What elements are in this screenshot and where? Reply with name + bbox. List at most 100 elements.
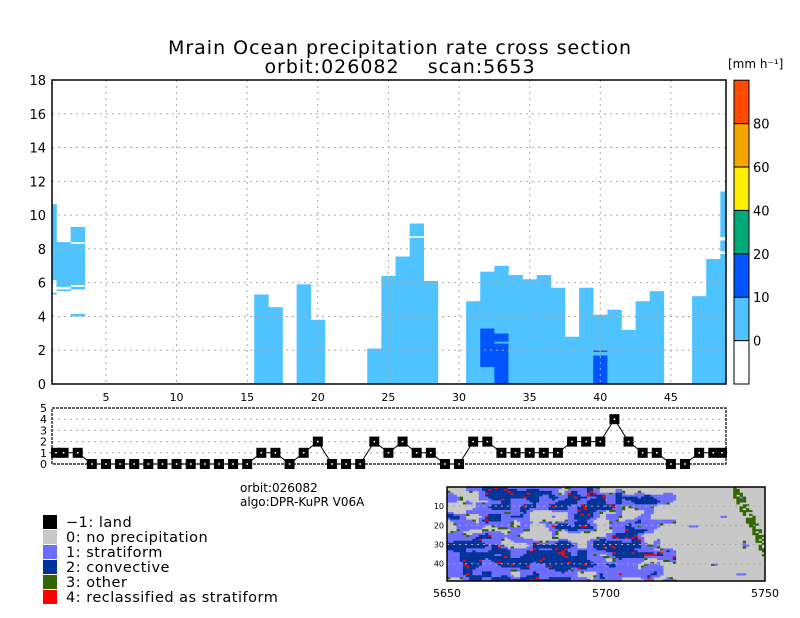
map-cell xyxy=(758,540,763,543)
map-cell xyxy=(507,506,511,509)
map-cell xyxy=(481,496,486,499)
map-cell xyxy=(494,571,499,574)
map-cell xyxy=(551,565,556,568)
map-cell xyxy=(640,504,645,507)
map-cell xyxy=(599,500,604,503)
map-cell xyxy=(466,529,470,532)
map-cell xyxy=(501,496,505,499)
map-cell xyxy=(577,557,581,561)
map-cell xyxy=(475,506,479,509)
map-cell xyxy=(583,515,588,518)
map-cell xyxy=(469,569,473,572)
map-cell xyxy=(485,552,489,555)
map-cell xyxy=(497,569,502,572)
map-cell xyxy=(564,525,569,528)
map-cell xyxy=(481,538,486,541)
map-cell xyxy=(580,552,584,555)
map-cell xyxy=(488,506,492,509)
map-cell xyxy=(472,569,476,572)
map-cell xyxy=(583,517,588,520)
map-cell xyxy=(526,492,530,495)
map-cell xyxy=(590,538,594,541)
map-cell xyxy=(574,531,578,534)
map-cell xyxy=(488,573,492,576)
map-cell xyxy=(615,542,619,545)
map-cell xyxy=(618,567,623,570)
colorbar-unit: [mm h⁻¹] xyxy=(728,57,783,71)
map-cell xyxy=(593,544,597,547)
map-cell xyxy=(663,492,667,495)
map-cell xyxy=(621,561,626,564)
map-cell xyxy=(567,569,572,572)
map-x-tick: 5650 xyxy=(433,587,461,600)
map-cell xyxy=(542,567,546,570)
map-cell xyxy=(462,563,467,566)
map-cell xyxy=(555,488,559,492)
map-cell xyxy=(596,577,600,580)
map-cell xyxy=(494,563,499,566)
bar-segment xyxy=(508,275,523,384)
map-cell xyxy=(567,510,572,513)
map-cell xyxy=(475,544,479,547)
map-cell xyxy=(571,508,575,511)
map-cell xyxy=(602,565,607,568)
map-cell xyxy=(580,506,584,509)
colorbar-bin xyxy=(733,79,750,125)
map-cell xyxy=(501,567,505,570)
map-cell xyxy=(567,508,572,511)
map-cell xyxy=(497,577,502,580)
map-cell xyxy=(516,502,521,505)
map-cell xyxy=(447,536,451,539)
map-cell xyxy=(663,496,667,499)
map-cell xyxy=(580,513,584,516)
map-cell xyxy=(558,525,562,528)
map-cell xyxy=(481,559,486,563)
map-cell xyxy=(491,561,495,564)
map-cell xyxy=(660,569,664,572)
map-cell xyxy=(450,496,454,499)
map-cell xyxy=(491,494,495,497)
map-cell xyxy=(596,567,600,570)
map-cell xyxy=(637,525,642,528)
map-cell xyxy=(650,554,654,557)
map-cell xyxy=(520,492,524,495)
map-cell xyxy=(516,567,521,570)
map-cell xyxy=(637,575,642,578)
map-cell xyxy=(577,490,581,493)
map-cell xyxy=(647,554,651,557)
map-cell xyxy=(609,517,613,520)
map-cell xyxy=(450,492,454,495)
map-cell xyxy=(660,556,664,559)
map-cell xyxy=(640,548,645,551)
map-cell xyxy=(625,542,629,545)
map-cell xyxy=(510,519,514,522)
map-cell xyxy=(478,575,483,578)
count-marker-dot xyxy=(627,440,630,443)
map-cell xyxy=(472,559,476,563)
map-cell xyxy=(615,533,619,536)
map-cell xyxy=(583,513,588,516)
map-cell xyxy=(494,500,499,503)
map-cell xyxy=(561,548,565,551)
map-cell xyxy=(532,544,537,547)
map-cell xyxy=(583,557,588,561)
map-cell xyxy=(577,494,581,497)
map-cell xyxy=(567,492,572,495)
map-cell xyxy=(628,554,632,557)
map-cell xyxy=(660,550,664,553)
map-cell xyxy=(615,538,619,541)
map-cell xyxy=(491,569,495,572)
map-cell xyxy=(644,506,648,509)
map-cell xyxy=(497,544,502,547)
map-cell xyxy=(615,546,619,549)
map-cell xyxy=(650,521,654,524)
map-cell xyxy=(529,573,534,576)
map-cell xyxy=(606,556,610,559)
count-marker-dot xyxy=(472,440,474,443)
map-cell xyxy=(504,487,508,490)
map-cell xyxy=(653,573,658,576)
map-cell xyxy=(513,527,518,530)
map-cell xyxy=(625,496,629,499)
map-cell xyxy=(653,523,658,526)
bar-segment xyxy=(649,291,665,384)
